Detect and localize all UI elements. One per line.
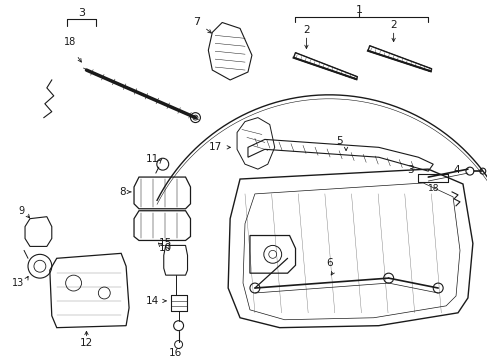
Text: 10: 10 [159, 243, 172, 253]
Text: 9: 9 [18, 206, 24, 216]
Text: 14: 14 [145, 296, 159, 306]
Text: 18: 18 [63, 37, 76, 47]
Text: 6: 6 [325, 258, 332, 268]
Text: 3: 3 [406, 165, 412, 175]
Text: 1: 1 [355, 5, 362, 15]
Text: 7: 7 [193, 18, 200, 27]
Text: 8: 8 [119, 187, 126, 197]
Text: 2: 2 [389, 21, 396, 31]
Text: 4: 4 [452, 165, 459, 175]
Text: 13: 13 [12, 278, 24, 288]
Text: 5: 5 [335, 136, 342, 147]
Text: 11: 11 [146, 154, 159, 164]
Text: 17: 17 [208, 142, 222, 152]
Text: 2: 2 [303, 26, 309, 35]
Text: 12: 12 [80, 338, 93, 347]
Text: 15: 15 [159, 238, 172, 248]
Text: 16: 16 [169, 348, 182, 359]
Text: 18: 18 [427, 184, 438, 193]
Text: 3: 3 [78, 8, 85, 18]
